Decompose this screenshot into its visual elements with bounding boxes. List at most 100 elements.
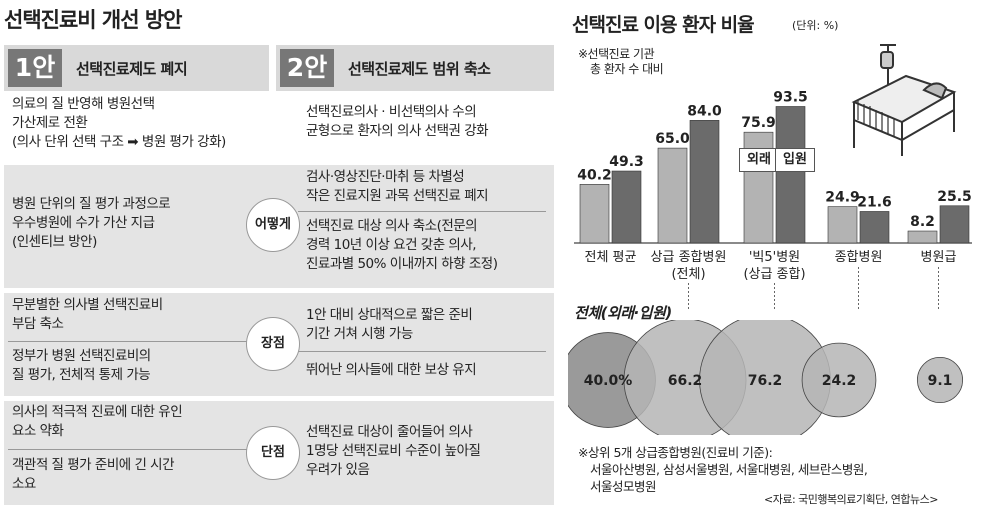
bubble-value-label: 24.2 [822,373,857,389]
plan1-how-line: 우수병원에 수가 가산 지급 [12,215,155,231]
category-label: (전체) [671,267,705,282]
footnote-line: 서울성모병원 [590,479,657,494]
plan1-intro: 의료의 질 반영해 병원선택 가산제로 전환 (의사 단위 선택 구조 ➡ 병원… [12,95,226,152]
plan2-intro-line: 선택진료의사 · 비선택의사 수의 [306,104,477,120]
plan2-intro: 선택진료의사 · 비선택의사 수의 균형으로 환자의 의사 선택권 강화 [306,103,489,141]
plan1-cons-line: 의사의 적극적 진료에 대한 유인 [12,404,183,420]
plan2-cons: 선택진료 대상이 줄어들어 의사 1명당 선택진료비 수준이 높아질 우려가 있… [306,423,481,480]
page-title: 선택진료비 개선 방안 [4,8,183,32]
plan1-number: 1안 [8,49,62,87]
bubble-value-label: 9.1 [928,373,953,389]
divider [298,351,546,352]
chart-note-line: 총 환자 수 대비 [590,62,664,76]
bar-inpatient [689,120,720,244]
row-label-cons: 단점 [246,426,300,480]
plan1-pros-line: 질 평가, 전체적 통제 가능 [12,367,151,383]
plan1-cons-b: 객관적 질 평가 준비에 긴 시간 소요 [12,456,175,494]
plan2-pros-a: 1안 대비 상대적으로 짧은 준비 기간 거쳐 시행 가능 [306,306,473,344]
bar-inpatient [939,205,970,244]
legend-outpatient: 외래 [739,148,779,172]
category-label: (상급 종합) [743,267,805,282]
plan2-how-a: 검사·영상진단·마취 등 차별성 작은 진료지원 과목 선택진료 폐지 [306,168,489,206]
chart-note-line: ※선택진료 기관 [578,47,655,61]
footnote: ※상위 5개 상급종합병원(진료비 기준): 서울아산병원, 삼성서울병원, 서… [578,444,868,495]
plan1-pros-b: 정부가 병원 선택진료비의 질 평가, 전체적 통제 가능 [12,347,151,385]
plan1-how-line: 병원 단위의 질 평가 과정으로 [12,196,171,212]
plan1-cons-a: 의사의 적극적 진료에 대한 유인 요소 약화 [12,403,183,441]
plan1-pros-line: 정부가 병원 선택진료비의 [12,348,151,364]
plan2-how-b: 선택진료 대상 의사 축소(전문의 경력 10년 이상 요건 갖춘 의사, 진료… [306,217,498,274]
unit-label: (단위: %) [792,19,839,32]
plan2-how-line: 검사·영상진단·마취 등 차별성 [306,169,465,185]
bar-value-label: 21.6 [857,194,892,210]
hospital-bed-icon [851,44,957,156]
plan1-pros-line: 무분별한 의사별 선택진료비 [12,297,163,313]
plan2-intro-line: 균형으로 환자의 의사 선택권 강화 [306,123,489,139]
bubble-value-label: 40.0% [584,373,633,389]
divider [8,341,248,342]
bubble [916,356,964,404]
bubble-title: 전체(외래·입원) [574,304,672,322]
plan2-how-line: 작은 진료지원 과목 선택진료 폐지 [306,188,489,204]
category-label: 상급 종합병원 [651,250,727,265]
row-label-how: 어떻게 [246,198,300,252]
plan2-pros-b: 뛰어난 의사들에 대한 보상 유지 [306,361,477,380]
bubble [801,342,877,418]
plan1-title: 선택진료제도 폐지 [76,60,188,78]
bubble-chart: 40.0% 66.2 76.2 24.2 9.1 [568,320,964,435]
plan2-cons-line: 1명당 선택진료비 수준이 높아질 [306,443,481,459]
chart-title: 선택진료 이용 환자 비율 [572,14,755,36]
plan1-intro-line: 의료의 질 반영해 병원선택 [12,96,155,112]
bar-value-label: 84.0 [687,103,722,119]
plan1-how: 병원 단위의 질 평가 과정으로 우수병원에 수가 가산 지급 (인센티브 방안… [12,195,171,252]
plan1-cons-line: 객관적 질 평가 준비에 긴 시간 [12,457,175,473]
plan1-pros-line: 부담 축소 [12,316,64,332]
chart-note: ※선택진료 기관 총 환자 수 대비 [578,47,664,77]
plan2-cons-line: 선택진료 대상이 줄어들어 의사 [306,424,473,440]
bubble-value-label: 66.2 [668,373,703,389]
bar-value-label: 93.5 [773,89,808,105]
category-label: 전체 평균 [585,250,637,265]
plan1-intro-line: 가산제로 전환 [12,115,88,131]
bar-value-label: 75.9 [741,115,776,131]
plan2-title: 선택진료제도 범위 축소 [348,60,491,78]
bar-chart: 40.249.3 전체 평균 65.0 84.0 상급 종합병원 (전체) 75.9 93.5… [574,89,972,310]
plan1-how-line: (인센티브 방안) [12,234,97,250]
bar-inpatient [775,106,806,244]
row-label-pros: 장점 [246,317,300,371]
bubble-value-label: 76.2 [748,373,783,389]
divider [298,211,546,212]
plan2-pros-line: 1안 대비 상대적으로 짧은 준비 [306,307,473,323]
bar-value-label: 25.5 [937,189,972,205]
plan1-cons-line: 요소 약화 [12,423,64,439]
footnote-line: 서울아산병원, 삼성서울병원, 서울대병원, 세브란스병원, [590,462,868,477]
plan2-how-line: 경력 10년 이상 요건 갖춘 의사, [306,237,477,253]
category-label: '빅5'병원 [749,250,800,265]
plan1-intro-line: (의사 단위 선택 구조 ➡ 병원 평가 강화) [12,134,226,150]
bar-inpatient [611,170,642,244]
bar-inpatient [859,211,890,244]
plan2-pros-line: 기간 거쳐 시행 가능 [306,326,413,342]
plan1-cons-line: 소요 [12,476,36,492]
bar-value-label: 65.0 [655,131,690,147]
plan2-number: 2안 [280,49,334,87]
divider [8,449,248,450]
footnote-line: ※상위 5개 상급종합병원(진료비 기준): [578,445,773,460]
bar-outpatient [907,230,938,244]
plan2-how-line: 진료과별 50% 이내까지 하향 조정) [306,256,498,272]
plan2-pros-line: 뛰어난 의사들에 대한 보상 유지 [306,362,477,378]
category-label: 종합병원 [835,250,883,265]
bar-value-label: 40.2 [577,167,612,183]
plan2-how-line: 선택진료 대상 의사 축소(전문의 [306,218,478,234]
bar-value-label: 8.2 [910,214,935,230]
plan2-cons-line: 우려가 있음 [306,462,370,478]
bar-value-label: 24.9 [825,190,860,206]
source: <자료: 국민행복의료기획단, 연합뉴스> [764,493,938,506]
category-label: 병원급 [921,250,957,265]
bar-outpatient [827,206,858,244]
bar-outpatient [657,147,688,244]
bar-outpatient [579,184,610,244]
legend-inpatient: 입원 [775,148,815,172]
bar-value-label: 49.3 [609,154,644,170]
plan1-pros-a: 무분별한 의사별 선택진료비 부담 축소 [12,296,163,334]
